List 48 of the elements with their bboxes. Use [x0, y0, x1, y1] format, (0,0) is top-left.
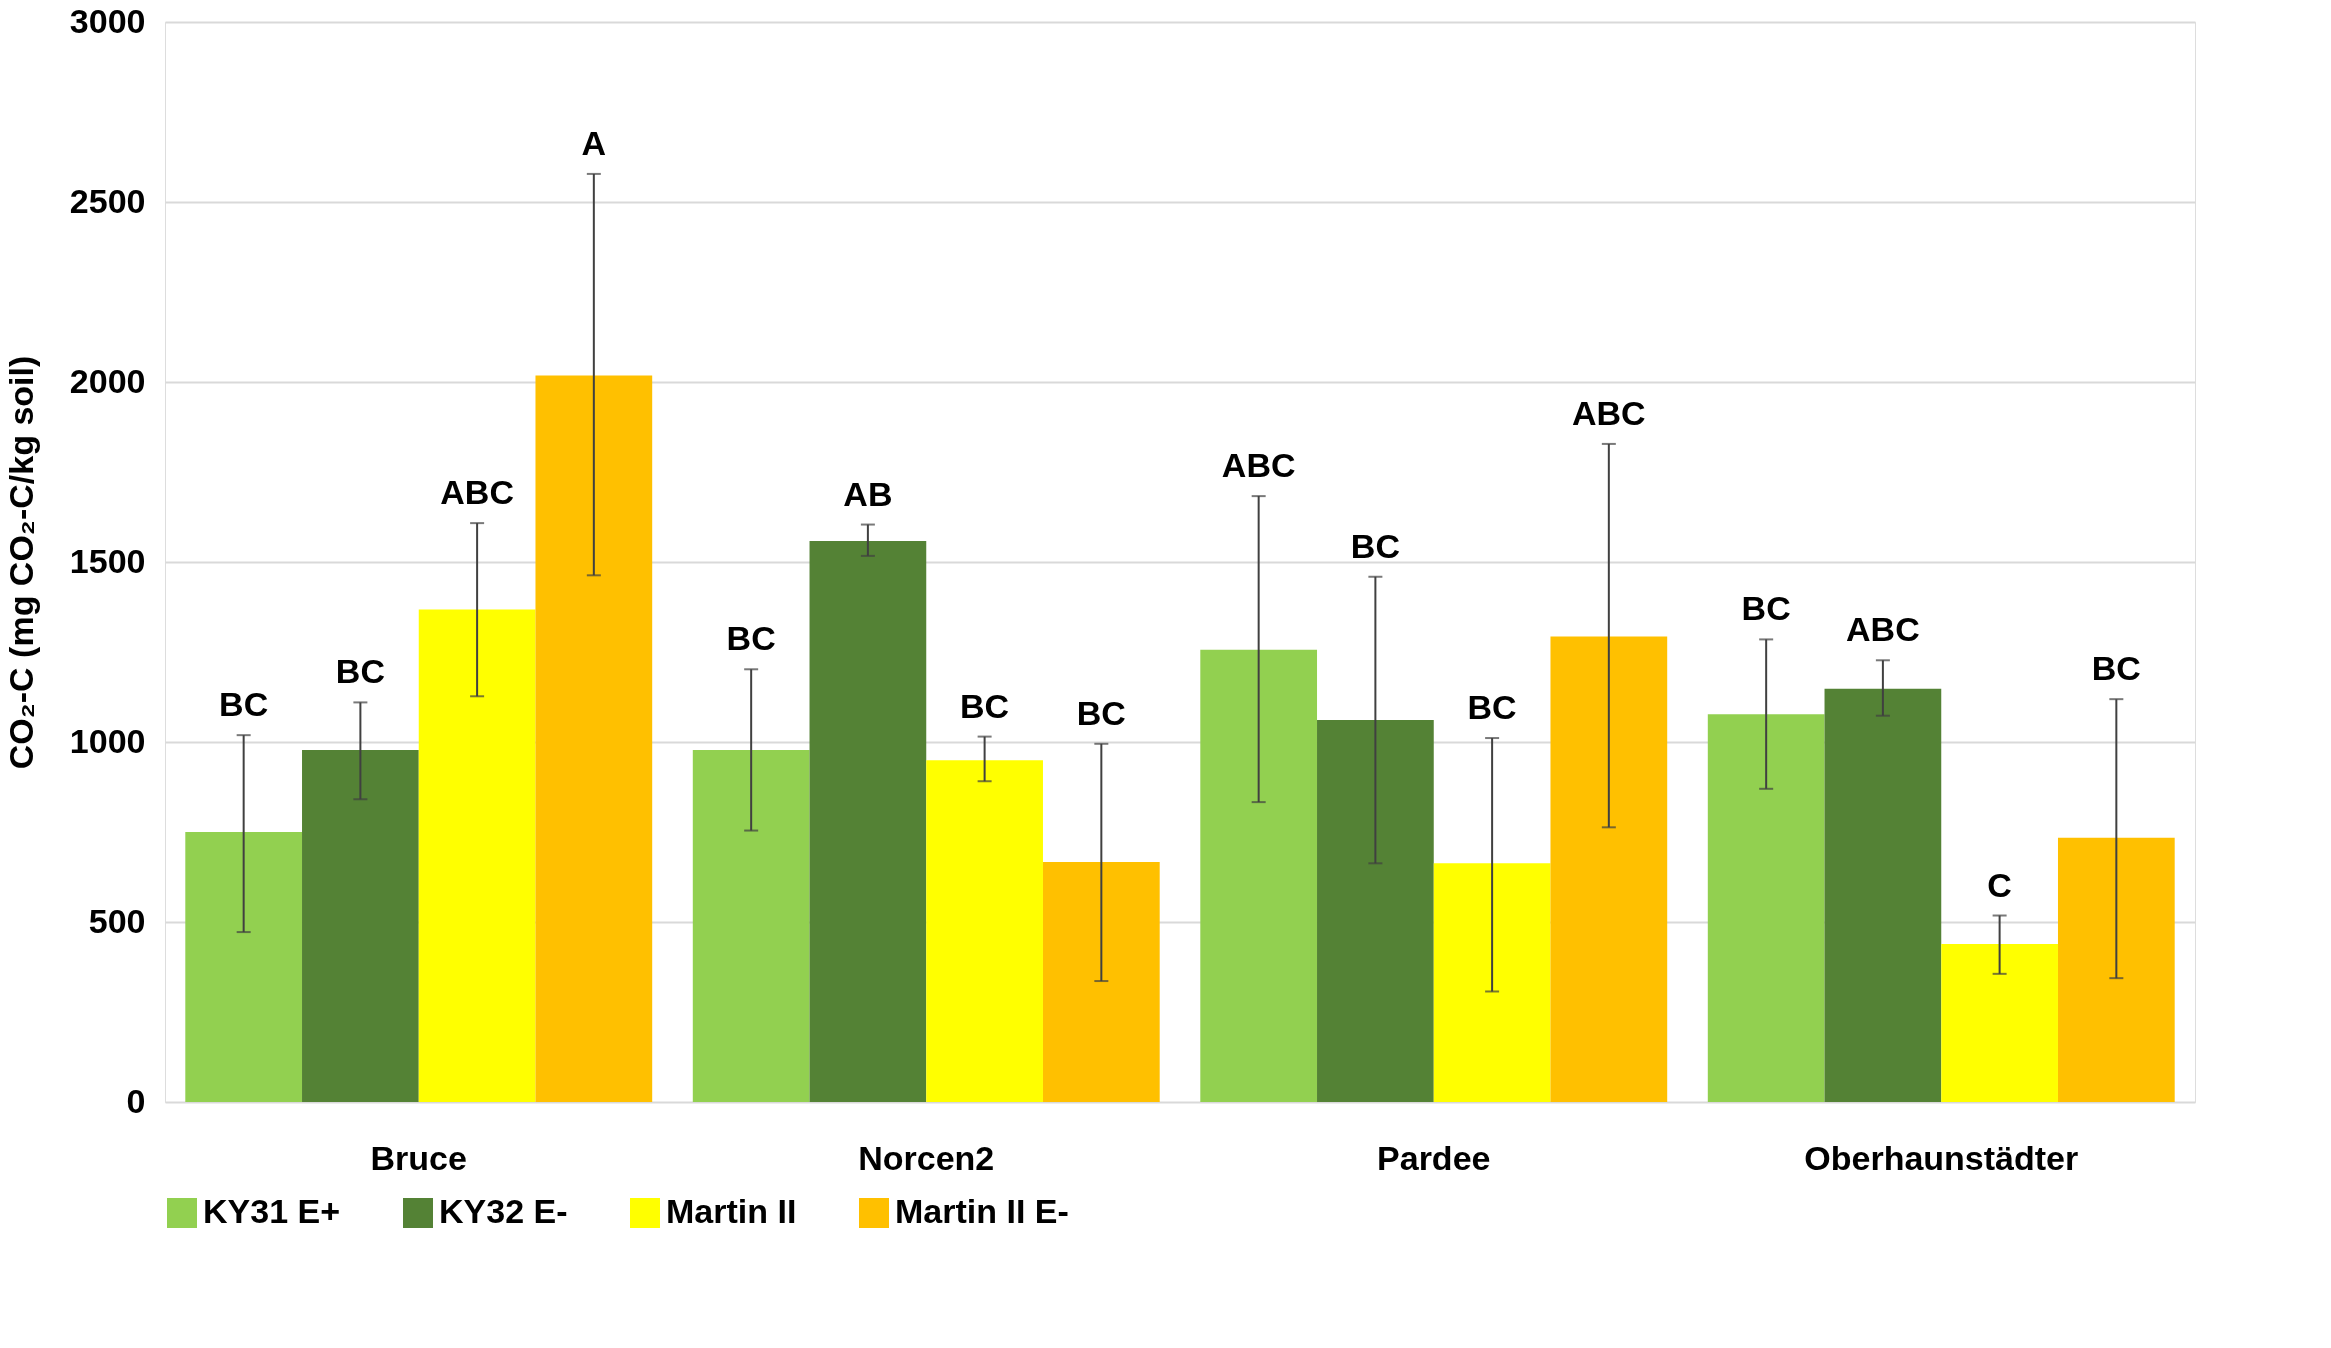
bar [1550, 636, 1668, 1102]
bar [1042, 861, 1160, 1102]
legend-label: Martin II [666, 1192, 797, 1230]
bar [926, 760, 1043, 1102]
bar [418, 609, 536, 1102]
annotation: BC [1076, 693, 1126, 732]
y-tick-label: 500 [88, 901, 146, 940]
bar [1941, 943, 2058, 1102]
x-tick-label: Norcen2 [858, 1138, 995, 1177]
annotation: ABC [1572, 393, 1646, 432]
bar [1707, 714, 1825, 1102]
annotation: BC [726, 619, 776, 658]
annotation: BC [1741, 589, 1791, 628]
bar [1433, 863, 1551, 1102]
annotation: BC [219, 685, 269, 724]
annotation: A [581, 123, 607, 162]
bar [692, 749, 810, 1102]
bar [1200, 649, 1318, 1102]
annotation: BC [1467, 688, 1517, 727]
annotation: AB [843, 474, 893, 513]
bar [535, 375, 653, 1102]
annotation: BC [335, 652, 385, 691]
y-tick-label: 2000 [69, 361, 146, 400]
x-tick-label: Oberhaunstädter [1804, 1138, 2079, 1177]
annotation: ABC [1846, 610, 1920, 649]
bar [1317, 720, 1434, 1102]
y-tick-label: 2500 [69, 181, 146, 220]
annotation: ABC [1221, 446, 1296, 485]
annotation: ABC [440, 473, 514, 512]
y-tick-label: 1000 [69, 721, 146, 760]
bar [302, 749, 419, 1102]
bar [809, 541, 927, 1102]
y-tick-label: 1500 [69, 541, 146, 580]
annotation: BC [960, 686, 1010, 725]
annotation: BC [1350, 526, 1400, 565]
legend-label: Martin II E- [895, 1192, 1069, 1230]
annotation: C [1987, 865, 2012, 904]
bar [1824, 688, 1942, 1102]
x-tick-label: Bruce [370, 1138, 467, 1177]
y-tick-label: 0 [126, 1081, 146, 1120]
legend-label: KY31 E+ [203, 1192, 341, 1230]
y-axis-title: CO₂-C (mg CO₂-C/kg soil) [1, 355, 40, 770]
legend-label: KY32 E- [439, 1192, 568, 1230]
bar [185, 832, 303, 1102]
x-tick-label: Pardee [1377, 1138, 1491, 1177]
y-tick-label: 3000 [69, 1, 146, 40]
bar [2057, 837, 2175, 1102]
annotation: BC [2091, 649, 2141, 688]
